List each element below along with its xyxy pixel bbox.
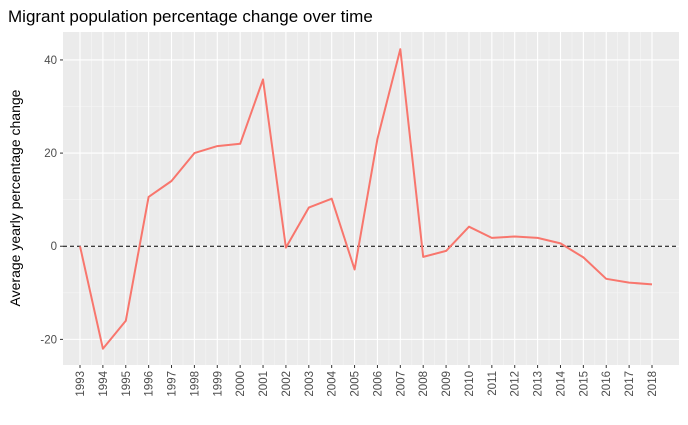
x-tick-label: 2012 (510, 371, 522, 397)
x-tick-label: 2010 (464, 371, 476, 397)
x-tick-label: 1994 (98, 370, 110, 396)
minor-gridlines (63, 32, 679, 365)
x-tick-label: 2006 (372, 371, 384, 397)
x-tick-label: 1996 (144, 371, 156, 397)
x-tick-label: 2018 (647, 371, 659, 397)
x-tick-label: 2004 (327, 370, 339, 396)
x-tick-label: 2007 (395, 371, 407, 397)
major-gridlines (63, 32, 679, 365)
plot-panel (63, 32, 679, 365)
y-tick-label: -20 (40, 334, 57, 346)
x-tick-label: 1998 (189, 371, 201, 397)
x-tick-label: 2011 (487, 371, 499, 396)
y-tick-label: 0 (51, 241, 57, 253)
x-tick-label: 1993 (75, 371, 87, 397)
x-tick-label: 2002 (281, 371, 293, 397)
series-line (79, 48, 653, 350)
x-tick-label: 2017 (624, 371, 636, 397)
y-axis-ticks: -20 0 20 40 (40, 55, 63, 346)
y-tick-label: 40 (44, 55, 57, 67)
y-tick-label: 20 (44, 148, 57, 160)
x-axis-ticks: 1993 1994 1995 1996 1997 1998 1999 2000 2001 2002… (75, 365, 659, 397)
x-tick-label: 2000 (235, 371, 247, 397)
x-tick-label: 2015 (578, 371, 590, 397)
x-tick-label: 2009 (441, 371, 453, 397)
x-tick-label: 1995 (121, 371, 133, 397)
x-tick-label: 2016 (601, 371, 613, 397)
chart-title: Migrant population percentage change ove… (8, 7, 373, 26)
x-tick-label: 2003 (304, 371, 316, 397)
x-tick-label: 2013 (533, 371, 545, 397)
x-tick-label: 2001 (258, 371, 270, 397)
x-tick-label: 1997 (167, 371, 179, 397)
y-axis-label: Average yearly percentage change (7, 89, 23, 306)
x-tick-label: 2014 (555, 370, 567, 396)
x-tick-label: 2008 (418, 371, 430, 397)
x-tick-label: 2005 (350, 371, 362, 397)
x-tick-label: 1999 (212, 371, 224, 397)
